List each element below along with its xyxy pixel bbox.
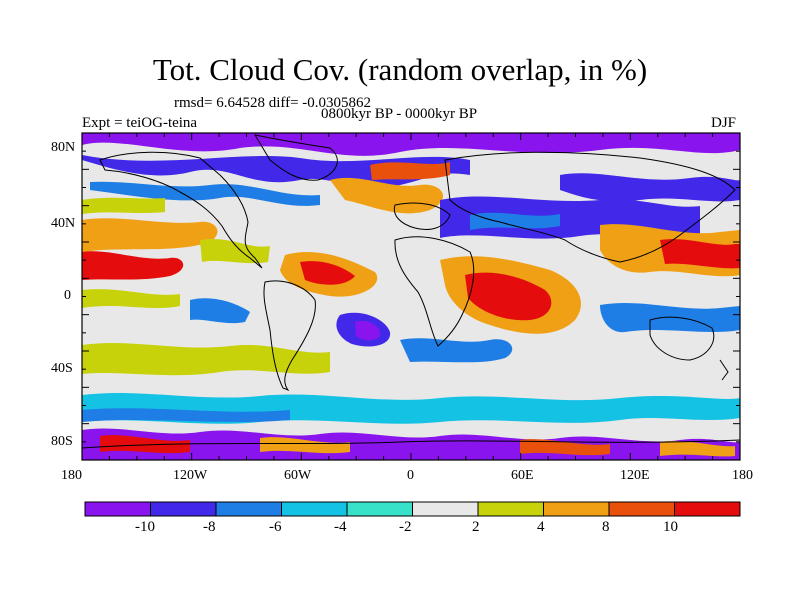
colorbar-label: -6: [269, 519, 282, 535]
period-label: 0800kyr BP - 0000kyr BP: [321, 106, 478, 122]
colorbar-box: [543, 501, 610, 517]
season-label: DJF: [711, 115, 737, 131]
lat-label-0: 0: [64, 288, 71, 303]
lon-label-180e: 180: [732, 468, 753, 483]
colorbar-box: [346, 501, 413, 517]
lon-label-60e: 60E: [511, 468, 534, 483]
colorbar-label: -10: [135, 519, 155, 535]
lat-label-80s: 80S: [51, 434, 73, 449]
map-ticks: [81, 132, 741, 461]
lat-label-40s: 40S: [51, 361, 73, 376]
stats-label: rmsd= 6.64528 diff= -0.0305862: [174, 95, 372, 111]
colorbar-label: 8: [602, 519, 610, 535]
experiment-label: Expt = teiOG-teina: [82, 115, 198, 131]
colorbar-box: [477, 501, 544, 517]
colorbar-label: -8: [203, 519, 216, 535]
lon-label-0: 0: [407, 468, 414, 483]
colorbar-label: -2: [399, 519, 412, 535]
colorbar-label: -4: [334, 519, 347, 535]
lat-label-40n: 40N: [51, 216, 76, 231]
lon-label-180w: 180: [61, 468, 82, 483]
colorbar-label: 4: [537, 519, 545, 535]
colorbar-label: 10: [663, 519, 678, 535]
lon-label-120e: 120E: [620, 468, 650, 483]
colorbar-box: [150, 501, 217, 517]
colorbar-label: 2: [472, 519, 480, 535]
lon-label-60w: 60W: [284, 468, 312, 483]
cloud-anomaly-field: [82, 133, 740, 460]
colorbar-box: [608, 501, 675, 517]
map-title: Tot. Cloud Cov. (random overlap, in %): [152, 52, 648, 87]
colorbar-boxes: [84, 501, 741, 517]
coastlines: [82, 134, 740, 449]
colorbar-box: [215, 501, 282, 517]
colorbar-box: [84, 501, 151, 517]
lat-label-80n: 80N: [51, 140, 76, 155]
colorbar-box: [674, 501, 741, 517]
colorbar-box: [412, 501, 479, 517]
colorbar-box: [281, 501, 348, 517]
lon-label-120w: 120W: [173, 468, 208, 483]
